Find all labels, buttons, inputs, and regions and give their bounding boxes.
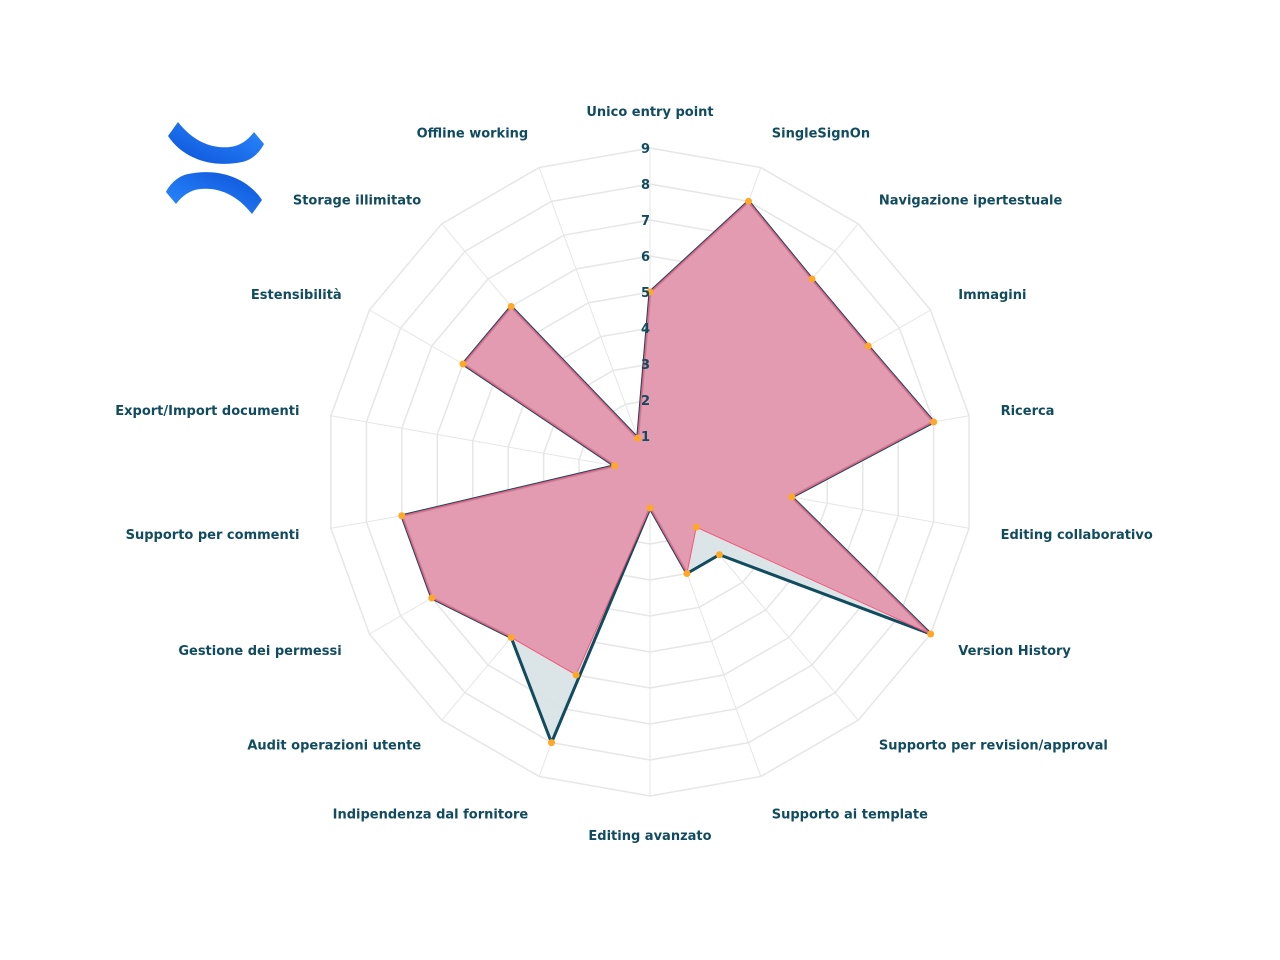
radar-markers [398,197,938,747]
radar-series [400,199,936,745]
data-point [692,523,700,531]
data-point [507,303,515,311]
tick-label: 9 [641,142,650,157]
category-label: Storage illimitato [293,193,421,208]
tick-label: 7 [641,214,650,229]
data-point [864,342,872,350]
category-label: Editing avanzato [588,829,711,844]
data-point [927,630,935,638]
data-point [646,288,654,296]
data-point [459,360,467,368]
category-label: Supporto per revision/approval [879,739,1108,754]
data-point [547,739,555,747]
data-point [683,569,691,577]
grid-spoke [538,167,651,473]
data-point [646,504,654,512]
category-labels: Unico entry point SingleSignOn Navigazione… [115,105,1153,844]
category-label: Offline working [417,126,529,141]
tick-label: 4 [641,322,650,337]
category-label: Supporto per commenti [126,528,300,543]
confluence-logo [160,116,270,220]
data-point [428,594,436,602]
data-point [572,671,580,679]
data-point [611,462,619,470]
category-label: Export/Import documenti [115,404,299,419]
data-point [808,275,816,283]
category-label: Gestione dei permessi [178,644,341,659]
radial-tick-labels: 1 2 3 4 5 6 7 8 9 [641,142,650,445]
category-label: Editing collaborativo [1001,528,1153,543]
data-point [715,551,723,559]
data-point [788,493,796,501]
tick-label: 8 [641,178,650,193]
category-label: Ricerca [1001,404,1055,419]
data-point [507,633,515,641]
category-label: Estensibilità [251,288,342,303]
tick-label: 2 [641,394,650,409]
data-point [398,512,406,520]
category-label: Supporto ai template [772,808,928,823]
tick-label: 5 [641,286,650,301]
grid-spoke [330,415,651,473]
tick-label: 3 [641,358,650,373]
category-label: Unico entry point [586,105,713,120]
category-label: Immagini [958,288,1026,303]
category-label: SingleSignOn [772,126,870,141]
data-point [634,434,642,442]
category-label: Version History [958,644,1071,659]
data-point [745,197,753,205]
tick-label: 1 [641,430,650,445]
category-label: Navigazione ipertestuale [879,193,1063,208]
category-label: Audit operazioni utente [247,739,421,754]
tick-label: 6 [641,250,650,265]
data-point [930,418,938,426]
category-label: Indipendenza dal fornitore [333,808,529,823]
